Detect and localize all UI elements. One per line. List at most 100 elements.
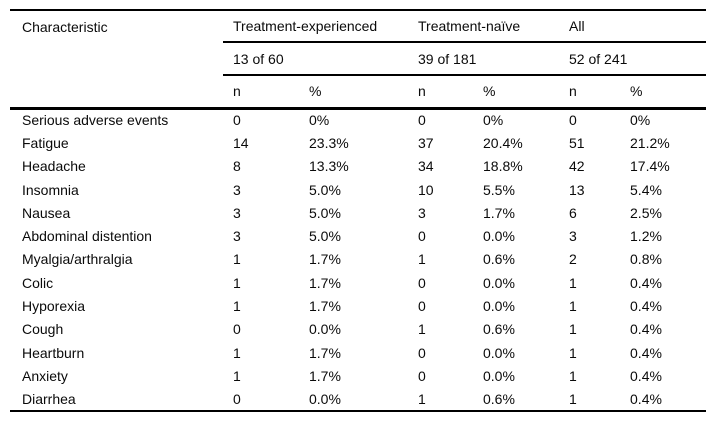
group-count-treatment-naive: 39 of 181 — [408, 42, 560, 76]
pct-value-cell: 0.6% — [483, 390, 515, 407]
pct-value-cell: 0.4% — [630, 344, 662, 361]
pct-value-cell: 5.0% — [309, 181, 341, 198]
pct-value-cell: 0.4% — [630, 298, 662, 315]
pct-value-cell: 5.5% — [483, 181, 515, 198]
table-header: Characteristic Treatment-experienced Tre… — [10, 10, 707, 110]
n-value-cell: 0 — [418, 274, 426, 291]
pct-value-cell: 1.7% — [309, 344, 341, 361]
pct-value-cell: 0.0% — [483, 344, 515, 361]
characteristic-cell: Heartburn — [22, 344, 85, 361]
n-value-cell: 0 — [233, 112, 241, 129]
n-value-cell: 3 — [233, 228, 241, 245]
n-value-cell: 3 — [418, 204, 426, 221]
group-header-all: All — [559, 10, 707, 43]
table-row: Nausea 3 5.0% 3 1.7% 6 2.5% — [10, 201, 706, 224]
table-row: Hyporexia 1 1.7% 0 0.0% 1 0.4% — [10, 294, 706, 317]
pct-value-cell: 0.0% — [483, 274, 515, 291]
pct-value-cell: 0.0% — [309, 321, 341, 338]
n-value-cell: 37 — [418, 134, 434, 151]
characteristic-cell: Diarrhea — [22, 390, 76, 407]
pct-value-cell: 0.4% — [630, 274, 662, 291]
n-value-cell: 2 — [569, 251, 577, 268]
characteristic-column-header: Characteristic — [22, 18, 108, 35]
characteristic-cell: Anxiety — [22, 367, 68, 384]
n-value-cell: 1 — [233, 251, 241, 268]
pct-value-cell: 1.7% — [309, 274, 341, 291]
group-count-row: 13 of 60 39 of 181 52 of 241 — [10, 42, 707, 76]
n-value-cell: 1 — [569, 298, 577, 315]
characteristic-cell: Fatigue — [22, 134, 69, 151]
pct-value-cell: 0.0% — [309, 390, 341, 407]
n-column-header: n — [223, 75, 299, 110]
pct-column-header: % — [299, 75, 408, 110]
n-column-header: n — [559, 75, 621, 110]
empty-cell — [10, 75, 223, 110]
pct-value-cell: 21.2% — [630, 134, 670, 151]
pct-value-cell: 1.7% — [309, 251, 341, 268]
pct-value-cell: 0.0% — [483, 298, 515, 315]
n-value-cell: 1 — [418, 390, 426, 407]
n-value-cell: 10 — [418, 181, 434, 198]
pct-value-cell: 17.4% — [630, 158, 670, 175]
n-value-cell: 1 — [418, 321, 426, 338]
n-value-cell: 3 — [233, 204, 241, 221]
characteristic-cell: Hyporexia — [22, 298, 86, 315]
table-row: Fatigue 14 23.3% 37 20.4% 51 21.2% — [10, 131, 706, 154]
n-value-cell: 1 — [569, 321, 577, 338]
n-value-cell: 14 — [233, 134, 249, 151]
adverse-events-table: Characteristic Treatment-experienced Tre… — [10, 9, 707, 412]
table-row: Anxiety 1 1.7% 0 0.0% 1 0.4% — [10, 364, 706, 387]
n-value-cell: 42 — [569, 158, 585, 175]
pct-value-cell: 13.3% — [309, 158, 349, 175]
pct-value-cell: 1.7% — [309, 298, 341, 315]
table-row: Diarrhea 0 0.0% 1 0.6% 1 0.4% — [10, 388, 706, 411]
n-value-cell: 1 — [418, 251, 426, 268]
n-value-cell: 34 — [418, 158, 434, 175]
table-row: Myalgia/arthralgia 1 1.7% 1 0.6% 2 0.8% — [10, 248, 706, 271]
n-value-cell: 13 — [569, 181, 585, 198]
n-value-cell: 8 — [233, 158, 241, 175]
pct-value-cell: 1.7% — [309, 367, 341, 384]
n-value-cell: 1 — [233, 367, 241, 384]
table-row: Abdominal distention 3 5.0% 0 0.0% 3 1.2% — [10, 224, 706, 247]
table-row: Serious adverse events 0 0% 0 0% 0 0% — [10, 108, 706, 131]
characteristic-cell: Nausea — [22, 204, 71, 221]
n-column-header: n — [408, 75, 473, 110]
group-header-treatment-naive: Treatment-naïve — [408, 10, 560, 43]
n-value-cell: 0 — [233, 390, 241, 407]
measure-header-row: n % n % n % — [10, 75, 707, 110]
group-header-row: Characteristic Treatment-experienced Tre… — [10, 10, 707, 43]
n-value-cell: 1 — [233, 298, 241, 315]
n-value-cell: 1 — [569, 274, 577, 291]
pct-value-cell: 5.0% — [309, 204, 341, 221]
n-value-cell: 0 — [233, 321, 241, 338]
table-row: Headache 8 13.3% 34 18.8% 42 17.4% — [10, 155, 706, 178]
pct-value-cell: 0% — [309, 112, 330, 129]
n-value-cell: 0 — [418, 367, 426, 384]
table-row: Colic 1 1.7% 0 0.0% 1 0.4% — [10, 271, 706, 294]
pct-value-cell: 1.2% — [630, 228, 662, 245]
pct-value-cell: 0.6% — [483, 321, 515, 338]
characteristic-cell: Myalgia/arthralgia — [22, 251, 133, 268]
n-value-cell: 1 — [233, 274, 241, 291]
n-value-cell: 3 — [569, 228, 577, 245]
characteristic-cell: Cough — [22, 321, 64, 338]
pct-value-cell: 23.3% — [309, 134, 349, 151]
pct-column-header: % — [620, 75, 707, 110]
pct-value-cell: 0.4% — [630, 367, 662, 384]
pct-column-header: % — [473, 75, 560, 110]
empty-cell — [10, 42, 223, 75]
n-value-cell: 1 — [569, 344, 577, 361]
pct-value-cell: 18.8% — [483, 158, 523, 175]
table-row: Cough 0 0.0% 1 0.6% 1 0.4% — [10, 318, 706, 341]
pct-value-cell: 5.0% — [309, 228, 341, 245]
characteristic-cell: Headache — [22, 158, 86, 175]
n-value-cell: 0 — [418, 228, 426, 245]
n-value-cell: 0 — [569, 112, 577, 129]
table-body: Serious adverse events 0 0% 0 0% 0 0% Fatigue 14… — [10, 108, 706, 411]
group-header-treatment-experienced: Treatment-experienced — [223, 10, 408, 43]
n-value-cell: 6 — [569, 204, 577, 221]
characteristic-cell: Abdominal distention — [22, 228, 152, 245]
n-value-cell: 51 — [569, 134, 585, 151]
